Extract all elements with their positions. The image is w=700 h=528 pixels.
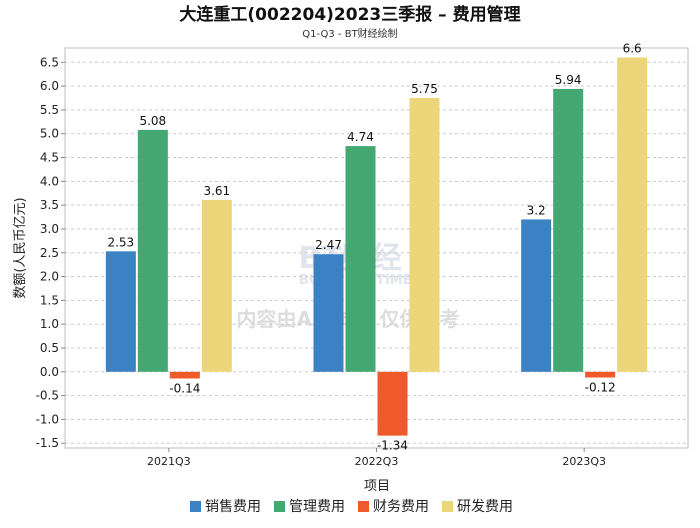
legend-swatch xyxy=(358,501,369,512)
x-axis-label: 项目 xyxy=(364,479,390,494)
data-labels: 2.53 5.08 -0.14 3.61 2.47 4.74 -1.34 5.75 3.2 5.9… xyxy=(107,42,641,453)
y-axis-ticks: -1.5 -1.0 -0.5 0.0 0.5 1.0 1.5 2.0 2.5 3.0 3.5 4.0 4… xyxy=(36,55,65,450)
y-tick-label: -1.0 xyxy=(36,412,59,426)
data-label: 5.08 xyxy=(139,114,166,128)
data-label: -0.14 xyxy=(169,381,200,395)
y-tick-label: 4.5 xyxy=(40,151,59,165)
y-tick-label: 0.0 xyxy=(40,365,59,379)
bar xyxy=(169,371,200,379)
data-label: 2.53 xyxy=(107,235,134,249)
y-tick-label: 1.0 xyxy=(40,317,59,331)
data-label: -0.12 xyxy=(585,381,616,395)
bar xyxy=(553,88,584,372)
x-axis-ticks: 2021Q3 2022Q3 2023Q3 xyxy=(147,448,606,468)
legend-swatch xyxy=(274,501,285,512)
bar xyxy=(345,146,376,372)
data-label: 3.2 xyxy=(527,203,546,217)
legend-swatch xyxy=(190,501,201,512)
y-tick-label: 5.0 xyxy=(40,127,59,141)
plot-area xyxy=(64,47,689,449)
x-tick-label: 2022Q3 xyxy=(355,455,399,468)
bars xyxy=(105,57,648,436)
data-label: 5.94 xyxy=(555,73,582,87)
data-label: 3.61 xyxy=(203,184,230,198)
bar xyxy=(585,371,616,378)
y-tick-label: 2.5 xyxy=(40,246,59,260)
data-label: 5.75 xyxy=(411,82,438,96)
y-tick-label: 6.5 xyxy=(40,55,59,69)
x-tick-label: 2021Q3 xyxy=(147,455,191,468)
bar xyxy=(201,199,232,372)
bar xyxy=(377,371,408,436)
chart-subtitle: Q1-Q3 - BT财经绘制 xyxy=(302,27,397,40)
legend: 销售费用 管理费用 财务费用 研发费用 xyxy=(190,499,513,515)
grid-lines xyxy=(65,61,688,444)
chart-title: 大连重工(002204)2023三季报 – 费用管理 xyxy=(179,4,520,25)
y-tick-label: 6.0 xyxy=(40,79,59,93)
bar xyxy=(313,254,344,372)
y-tick-label: 0.5 xyxy=(40,341,59,355)
y-tick-label: 4.0 xyxy=(40,174,59,188)
legend-swatch xyxy=(442,501,453,512)
bar xyxy=(521,219,552,372)
legend-label: 销售费用 xyxy=(205,499,261,515)
bar xyxy=(105,251,136,372)
y-tick-label: -1.5 xyxy=(36,436,59,450)
y-axis-label: 数额(人民币亿元) xyxy=(13,197,28,298)
data-label: 2.47 xyxy=(315,238,342,252)
legend-label: 管理费用 xyxy=(289,499,345,515)
y-tick-label: 3.5 xyxy=(40,198,59,212)
legend-label: 财务费用 xyxy=(373,499,429,515)
y-tick-label: 1.5 xyxy=(40,293,59,307)
data-label: 6.6 xyxy=(623,42,642,56)
data-label: -1.34 xyxy=(377,439,408,453)
y-tick-label: 3.0 xyxy=(40,222,59,236)
bar xyxy=(617,57,648,372)
legend-label: 研发费用 xyxy=(457,499,513,515)
y-tick-label: 2.0 xyxy=(40,270,59,284)
data-label: 4.74 xyxy=(347,130,374,144)
y-tick-label: 5.5 xyxy=(40,103,59,117)
x-tick-label: 2023Q3 xyxy=(562,455,606,468)
bar xyxy=(137,129,168,372)
y-tick-label: -0.5 xyxy=(36,389,59,403)
bar xyxy=(409,98,440,372)
